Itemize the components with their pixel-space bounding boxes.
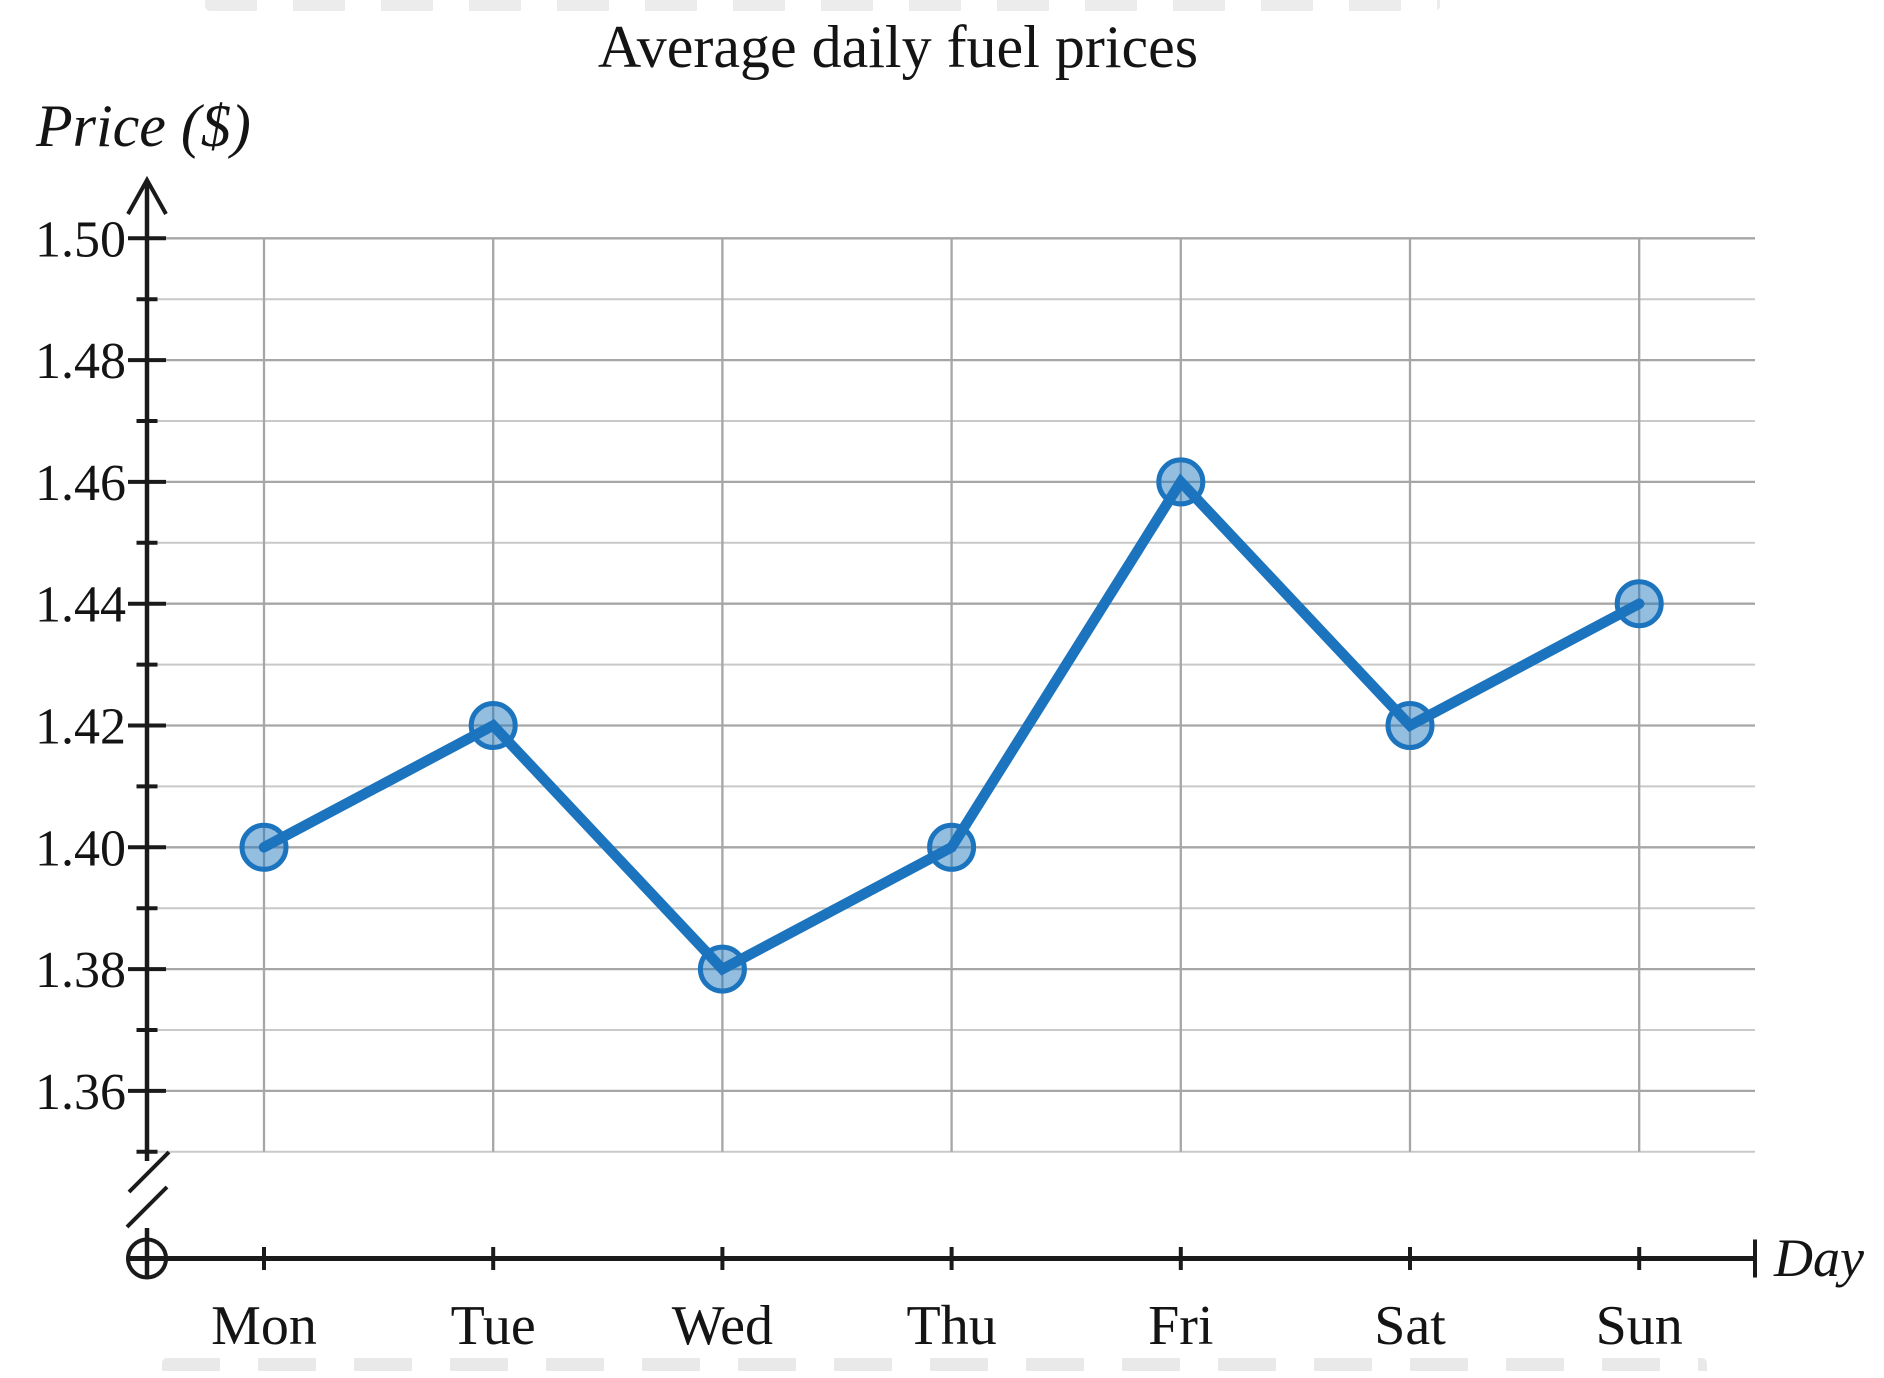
x-tick-label: Fri — [1148, 1295, 1213, 1357]
y-tick-marks — [128, 236, 166, 1154]
data-point-marker — [239, 822, 289, 872]
data-point-marker — [1156, 457, 1206, 507]
data-point-marker — [697, 944, 747, 994]
axis-break-slash — [125, 1185, 169, 1229]
y-tick-label: 1.48 — [35, 333, 126, 390]
data-point-marker — [468, 701, 518, 750]
y-tick-label: 1.38 — [35, 942, 126, 999]
x-tick-labels: Mon Tue Wed Thu Fri Sat Sun — [211, 1295, 1683, 1357]
y-axis-title: Price ($) — [35, 93, 251, 159]
x-tick-label: Sun — [1596, 1295, 1683, 1357]
price-series-line — [258, 473, 1645, 976]
x-axis-title: Day — [1773, 1228, 1864, 1288]
y-axis-arrow-icon — [126, 175, 168, 215]
gridlines-vertical — [262, 238, 1641, 1152]
data-point-marker — [1614, 579, 1664, 629]
y-tick-label: 1.42 — [35, 699, 126, 756]
y-tick-label: 1.36 — [35, 1064, 126, 1121]
y-tick-label: 1.40 — [35, 820, 126, 877]
axes — [125, 175, 1757, 1280]
x-tick-marks — [262, 1247, 1642, 1270]
origin-circle-plus-icon — [126, 1237, 168, 1280]
x-tick-label: Sat — [1374, 1295, 1446, 1357]
x-tick-label: Tue — [451, 1295, 536, 1357]
data-point-marker — [1385, 701, 1435, 750]
y-tick-label: 1.46 — [35, 455, 126, 512]
series-line — [258, 473, 1645, 976]
x-tick-label: Thu — [906, 1295, 996, 1357]
chart-title: Average daily fuel prices — [598, 14, 1198, 80]
x-tick-label: Wed — [672, 1295, 773, 1357]
axis-break-slash — [127, 1150, 171, 1194]
x-tick-label: Mon — [211, 1295, 317, 1357]
gridlines-minor — [147, 298, 1755, 1153]
y-tick-labels: 1.36 1.38 1.40 1.42 1.44 1.46 1.48 1.50 — [35, 211, 126, 1121]
y-tick-label: 1.44 — [35, 577, 126, 634]
series-markers — [239, 457, 1664, 994]
data-point-marker — [927, 822, 977, 872]
y-tick-label: 1.50 — [35, 211, 126, 268]
